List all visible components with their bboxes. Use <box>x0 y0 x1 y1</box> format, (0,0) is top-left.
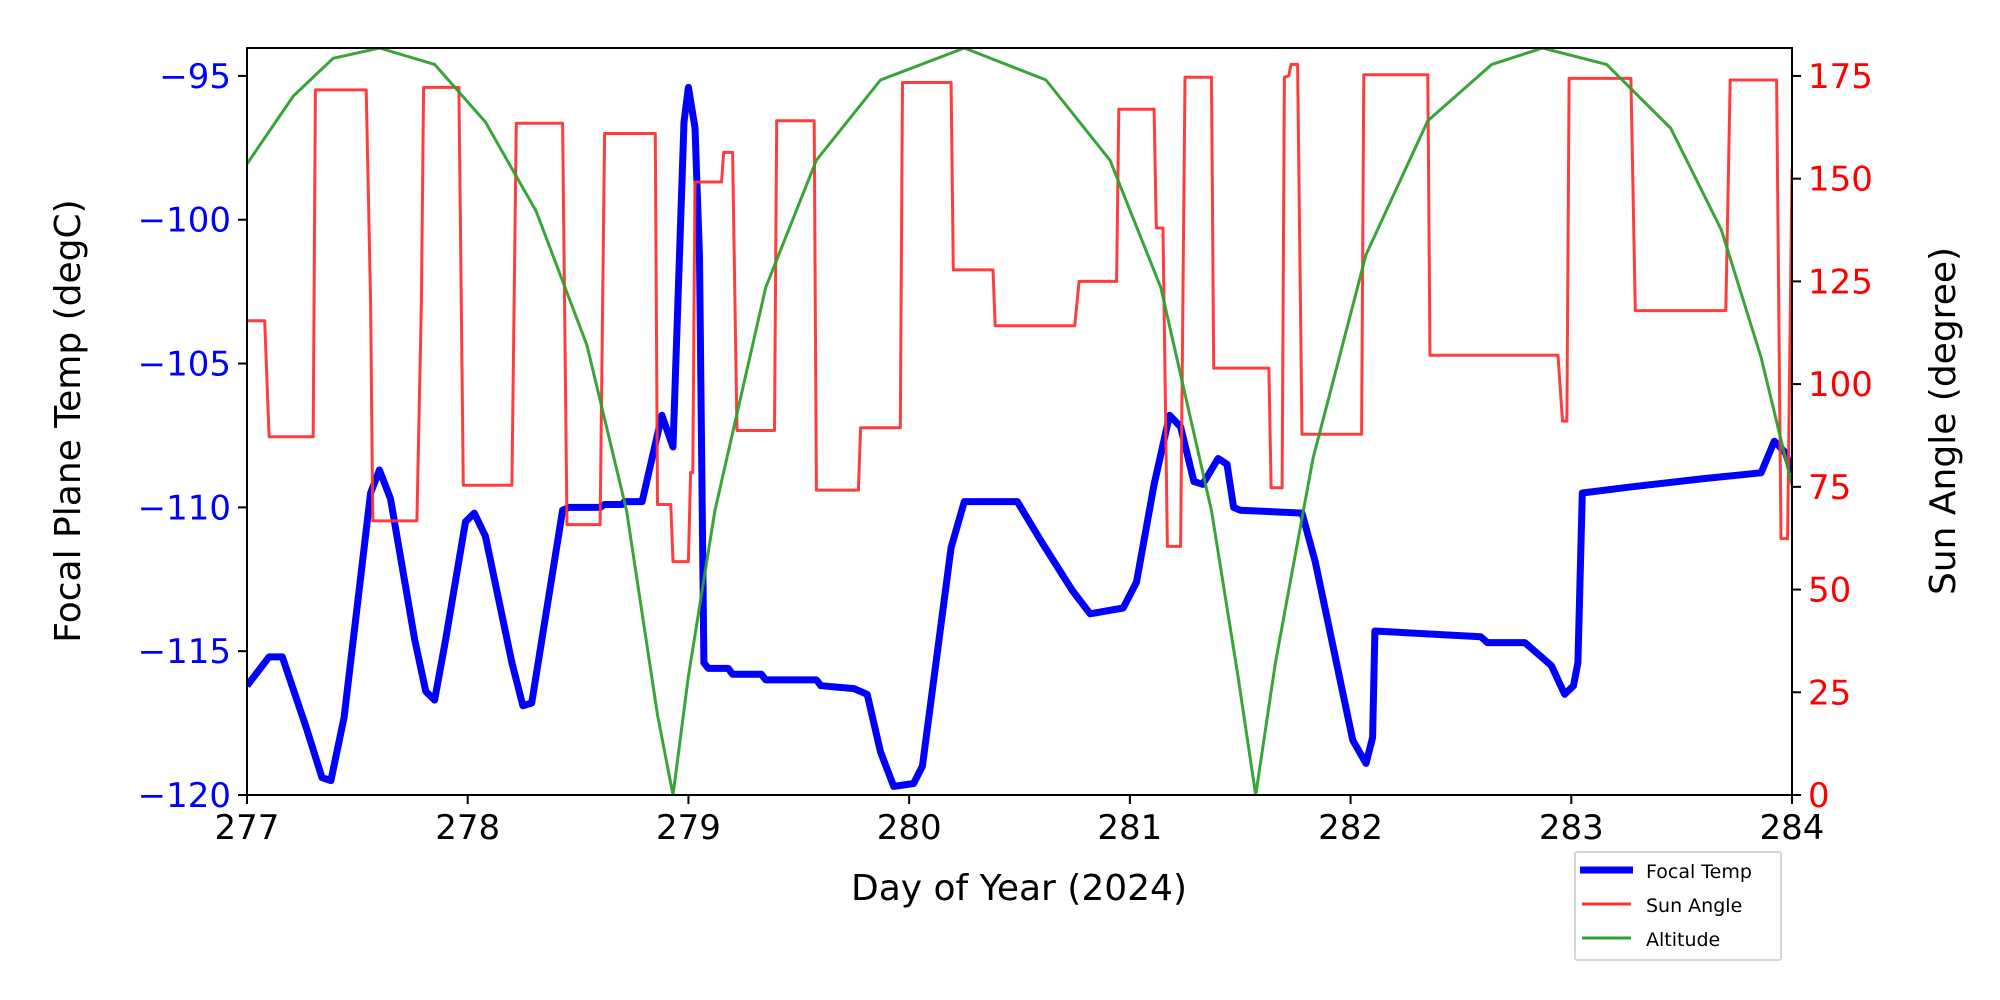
series-layer <box>247 48 1792 795</box>
y-axis-left: −120 −115 −110 −105 −100 −95 <box>138 57 247 816</box>
y-tick-label-right: 125 <box>1808 262 1873 302</box>
y-tick-label-right: 25 <box>1808 673 1851 713</box>
legend: Focal Temp Sun Angle Altitude <box>1574 851 1782 961</box>
y-tick-label-right: 75 <box>1808 468 1851 508</box>
plot-frame <box>246 47 1793 796</box>
legend-label-altitude: Altitude <box>1646 929 1720 951</box>
y-axis-label-left: Focal Plane Temp (degC) <box>48 199 89 642</box>
y-tick-label-right: 0 <box>1808 776 1830 816</box>
y-tick-label-right: 150 <box>1808 160 1873 200</box>
x-tick-label: 281 <box>1097 808 1162 848</box>
y-tick-label-left: −110 <box>138 488 231 528</box>
y-axis-right: 0 25 50 75 100 125 150 175 <box>1792 57 1873 816</box>
series-line-focal-temp <box>247 83 1792 790</box>
x-tick-label: 280 <box>877 808 942 848</box>
x-tick-label: 278 <box>435 808 500 848</box>
y-tick-label-right: 175 <box>1808 57 1873 97</box>
x-tick-label: 277 <box>215 808 280 848</box>
x-tick-label: 279 <box>656 808 721 848</box>
y-tick-label-right: 100 <box>1808 365 1873 405</box>
legend-label-focal: Focal Temp <box>1646 861 1752 883</box>
x-tick-label: 283 <box>1539 808 1604 848</box>
x-tick-label: 282 <box>1318 808 1383 848</box>
x-axis-label: Day of Year (2024) <box>851 868 1187 909</box>
legend-label-sun: Sun Angle <box>1646 895 1742 917</box>
y-axis-label-right: Sun Angle (degree) <box>1923 247 1964 595</box>
y-tick-label-left: −120 <box>138 776 231 816</box>
x-axis: 277 278 279 280 281 282 283 284 <box>215 795 1825 848</box>
x-tick-label: 284 <box>1760 808 1825 848</box>
y-tick-label-right: 50 <box>1808 571 1851 611</box>
legend-frame <box>1574 851 1782 961</box>
y-tick-label-left: −115 <box>138 632 231 672</box>
series-line-altitude <box>247 48 1792 795</box>
y-tick-label-left: −95 <box>159 57 231 97</box>
y-tick-label-left: −105 <box>138 345 231 385</box>
series-line-sun-angle <box>247 62 1792 564</box>
y-tick-label-left: −100 <box>138 201 231 241</box>
